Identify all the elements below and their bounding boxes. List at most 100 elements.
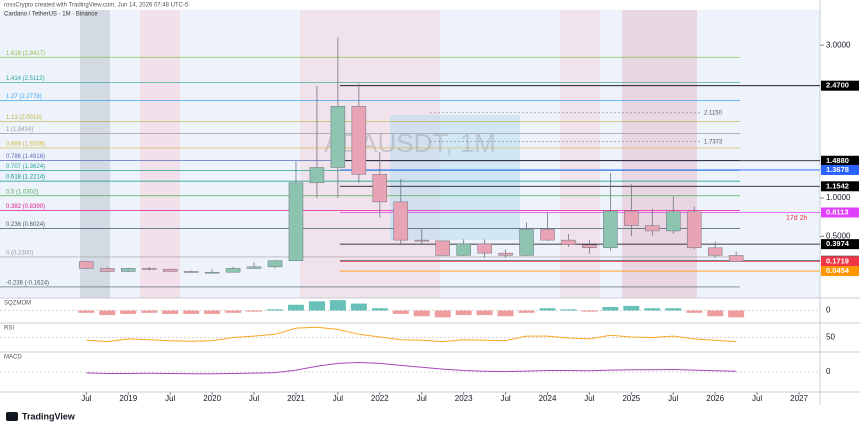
y-tick-label: 1.0000: [826, 193, 851, 202]
fib-label: 0.618 (1.2214): [6, 175, 45, 181]
price-tag: [821, 239, 859, 250]
momentum-bar: [455, 310, 472, 316]
candle-body: [519, 229, 534, 256]
x-tick-label: 2027: [790, 394, 808, 403]
x-tick-label: Jul: [752, 394, 762, 403]
candle-body: [435, 240, 450, 256]
fib-label: 0 (0.2300): [6, 251, 33, 257]
candle-body: [204, 271, 220, 274]
candle-body: [498, 252, 513, 256]
momentum-bar: [267, 309, 284, 311]
fib-label: 0.786 (1.4916): [6, 154, 45, 160]
candle-body: [351, 106, 367, 175]
pane-tick-label: 0: [826, 367, 831, 376]
candle-body: [561, 239, 576, 245]
countdown: 17d 2h: [786, 215, 808, 222]
price-tag: [821, 155, 859, 166]
watermark: ADAUSDT, 1M: [324, 128, 496, 158]
price-tag: [821, 164, 859, 175]
momentum-bar: [539, 308, 556, 311]
author-line: rossCrypto created with TradingView.com,…: [4, 3, 189, 9]
x-tick-label: Jul: [165, 394, 175, 403]
fib-label: 0.382 (0.8390): [6, 204, 45, 210]
momentum-bar: [78, 310, 95, 313]
candle-body: [666, 211, 681, 232]
shaded-zone: [622, 10, 697, 298]
candle-body: [330, 106, 346, 168]
fib-label: 0.236 (0.6024): [6, 222, 45, 228]
symbol-title: Cardano / TetherUS · 1M · Binance: [4, 12, 98, 18]
price-tag: [821, 181, 859, 192]
indicator-line: [86, 326, 737, 343]
y-tick-label: 0.5000: [826, 231, 851, 240]
momentum-bar: [225, 310, 242, 313]
price-tag: [821, 266, 859, 277]
candle-body: [645, 225, 660, 232]
momentum-bar: [371, 308, 388, 311]
price-tag-label: 0.3974: [826, 239, 850, 248]
price-tag: [821, 80, 859, 91]
pane-tick-label: 50: [826, 333, 835, 342]
momentum-bar: [246, 310, 263, 312]
candle-body: [246, 266, 262, 269]
shaded-zone: [80, 10, 110, 298]
momentum-bar: [686, 310, 703, 313]
momentum-bar: [413, 310, 430, 317]
x-tick-label: 2023: [455, 394, 473, 403]
candle-body: [624, 210, 639, 226]
x-tick-label: 2022: [371, 394, 389, 403]
x-tick-label: 2020: [203, 394, 221, 403]
shaded-zone: [140, 10, 180, 298]
momentum-bar: [141, 310, 158, 313]
momentum-bar: [308, 301, 325, 311]
candle-body: [456, 243, 471, 256]
candle-body: [267, 260, 283, 268]
y-tick-label: 3.0000: [826, 40, 851, 49]
fib-label: 0.5 (1.0302): [6, 189, 38, 195]
x-tick-label: Jul: [500, 394, 510, 403]
x-tick-label: 2024: [539, 394, 557, 403]
candle-body: [477, 243, 492, 254]
x-tick-label: 2025: [622, 394, 640, 403]
momentum-bar: [434, 310, 451, 318]
candle-body: [79, 261, 94, 269]
candle-body: [393, 201, 409, 241]
indicator-line: [86, 361, 737, 375]
x-tick-label: Jul: [584, 394, 594, 403]
candle-body: [372, 174, 388, 203]
fib-label: 1.13 (2.0010): [6, 115, 42, 121]
candle-body: [603, 210, 618, 249]
candle-body: [288, 182, 304, 262]
x-tick-label: Jul: [417, 394, 427, 403]
candle-body: [582, 244, 597, 249]
x-tick-label: 2021: [287, 394, 305, 403]
candle-body: [121, 268, 136, 272]
candle-body: [100, 268, 115, 272]
momentum-bar: [476, 310, 493, 316]
x-tick-label: Jul: [81, 394, 91, 403]
price-tag-label: 0.8113: [826, 207, 849, 216]
candle-body: [540, 229, 555, 241]
candle-body: [414, 239, 429, 242]
level-note: 2.1150: [704, 110, 723, 116]
momentum-bar: [183, 310, 200, 314]
candle-body: [686, 211, 702, 249]
candle-body: [141, 268, 157, 270]
level-note: 1.7373: [704, 139, 723, 145]
momentum-bar: [560, 309, 577, 311]
brand-footer: TradingView: [22, 411, 76, 421]
candle-body: [162, 268, 178, 272]
momentum-bar: [623, 305, 640, 311]
fib-label: 0.707 (1.3624): [6, 164, 45, 170]
price-tag-label: 1.1542: [826, 181, 849, 190]
x-tick-label: 2026: [706, 394, 724, 403]
price-tag-label: 1.3678: [826, 165, 849, 174]
fib-label: 0.886 (1.6556): [6, 142, 45, 148]
momentum-bar: [204, 310, 221, 314]
momentum-bar: [162, 310, 179, 314]
pane-name: MACD: [4, 355, 22, 361]
x-tick-label: 2019: [119, 394, 137, 403]
brand-logo: [6, 412, 18, 421]
candle-body: [728, 255, 744, 262]
